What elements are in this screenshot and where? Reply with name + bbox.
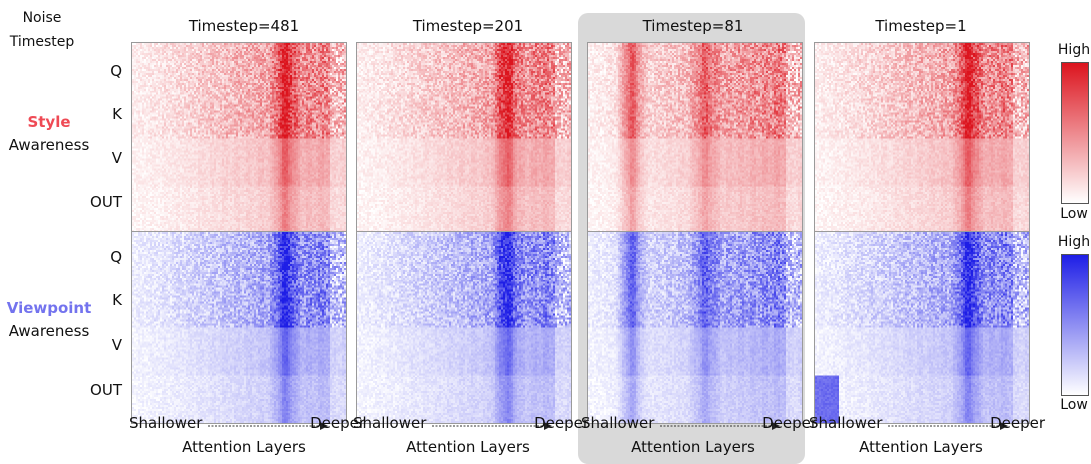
colorbar-low-label: Low (1054, 206, 1091, 222)
heatmap-panel-viewpoint-0 (131, 231, 347, 424)
row-label-q: Q (82, 62, 122, 80)
heatmap-cells (132, 232, 346, 423)
heatmap-cells (357, 232, 571, 423)
x-axis-direction-3: Shallower Deeper (809, 414, 1045, 436)
x-axis-title-1: Attention Layers (360, 438, 576, 456)
x-axis-direction-2: Shallower Deeper (581, 414, 817, 436)
x-axis-title-0: Attention Layers (136, 438, 352, 456)
x-axis-low-label: Shallower (581, 414, 654, 432)
row-label-out: OUT (82, 193, 122, 211)
heatmap-panel-style-0 (131, 42, 347, 235)
row-label-q: Q (82, 248, 122, 266)
x-axis-title-2: Attention Layers (585, 438, 801, 456)
colorbar-high-label: High (1054, 234, 1091, 250)
x-axis-direction-1: Shallower Deeper (353, 414, 589, 436)
heatmap-panel-style-2 (587, 42, 803, 235)
colorbar-high-label: High (1054, 42, 1091, 58)
heatmap-cells (357, 43, 571, 234)
x-axis-direction-0: Shallower Deeper (129, 414, 365, 436)
viewpoint-awareness-title: Viewpoint (0, 299, 98, 317)
heatmap-panel-style-3 (814, 42, 1030, 235)
heatmap-panel-style-1 (356, 42, 572, 235)
timestep-title-0: Timestep=481 (136, 17, 352, 35)
viewpoint-colorbar (1061, 254, 1089, 396)
x-axis-low-label: Shallower (353, 414, 426, 432)
style-awareness-title: Style (0, 113, 98, 131)
heatmap-panel-viewpoint-2 (587, 231, 803, 424)
timestep-title-3: Timestep=1 (813, 17, 1029, 35)
style-colorbar (1061, 62, 1089, 204)
heatmap-cells (815, 232, 1029, 423)
x-axis-high-label: Deeper (990, 414, 1045, 432)
noise-timestep-label: Noise Timestep (2, 6, 82, 54)
timestep-title-1: Timestep=201 (360, 17, 576, 35)
heatmap-cells (588, 232, 802, 423)
x-axis-low-label: Shallower (809, 414, 882, 432)
x-axis-low-label: Shallower (129, 414, 202, 432)
timestep-title-2: Timestep=81 (585, 17, 801, 35)
viewpoint-awareness-subtitle: Awareness (0, 322, 98, 340)
style-awareness-subtitle: Awareness (0, 136, 98, 154)
x-axis-title-3: Attention Layers (813, 438, 1029, 456)
heatmap-cells (588, 43, 802, 234)
heatmap-cells (815, 43, 1029, 234)
row-label-out: OUT (82, 381, 122, 399)
heatmap-panel-viewpoint-3 (814, 231, 1030, 424)
colorbar-low-label: Low (1054, 397, 1091, 413)
heatmap-panel-viewpoint-1 (356, 231, 572, 424)
heatmap-cells (132, 43, 346, 234)
